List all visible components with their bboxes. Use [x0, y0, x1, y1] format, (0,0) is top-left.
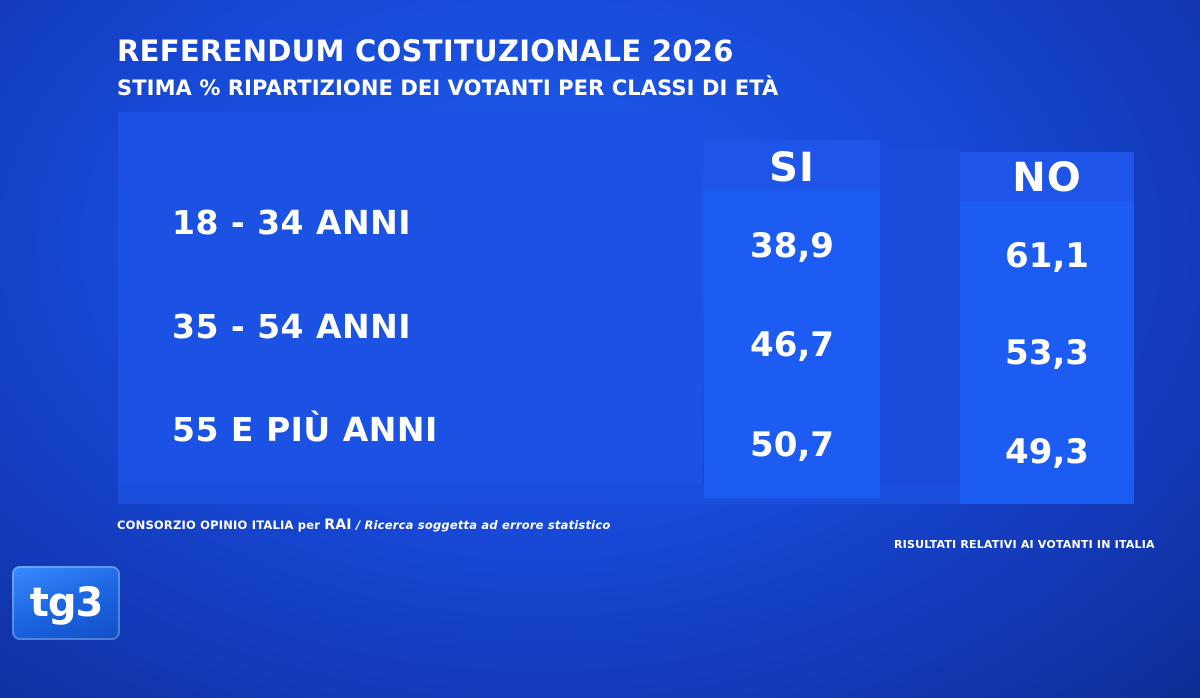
table-base-strip — [118, 484, 1134, 504]
row-label-55-plus: 55 E PIÙ ANNI — [172, 410, 438, 449]
value-35-54-no: 53,3 — [1005, 333, 1089, 373]
value-35-54-si: 46,7 — [750, 325, 834, 365]
row-label-35-54: 35 - 54 ANNI — [172, 307, 412, 346]
si-column-header-bg — [704, 140, 880, 190]
tg3-logo-text: tg3 — [29, 580, 104, 626]
tg3-logo: tg3 — [12, 566, 120, 640]
value-18-34-no: 61,1 — [1005, 236, 1089, 276]
value-55-plus-si: 50,7 — [750, 425, 834, 465]
source-footnote: CONSORZIO OPINIO ITALIA per RAI / Ricerc… — [117, 517, 610, 533]
row-labels-panel — [118, 112, 702, 484]
si-column-body — [704, 190, 880, 498]
column-header-no: NO — [1012, 155, 1082, 201]
scope-footnote: RISULTATI RELATIVI AI VOTANTI IN ITALIA — [894, 538, 1155, 551]
value-18-34-si: 38,9 — [750, 226, 834, 266]
value-55-plus-no: 49,3 — [1005, 432, 1089, 472]
no-column-header-bg — [960, 152, 1134, 202]
no-column-body — [960, 202, 1134, 504]
chart-subtitle: STIMA % RIPARTIZIONE DEI VOTANTI PER CLA… — [117, 76, 779, 100]
source-brand: RAI — [324, 517, 352, 533]
source-prefix: CONSORZIO OPINIO ITALIA per — [117, 518, 321, 532]
column-header-si: SI — [769, 145, 815, 191]
row-label-18-34: 18 - 34 ANNI — [172, 203, 412, 242]
chart-title: REFERENDUM COSTITUZIONALE 2026 — [117, 34, 734, 68]
source-note: / Ricerca soggetta ad errore statistico — [355, 518, 611, 532]
column-gap — [880, 148, 960, 503]
